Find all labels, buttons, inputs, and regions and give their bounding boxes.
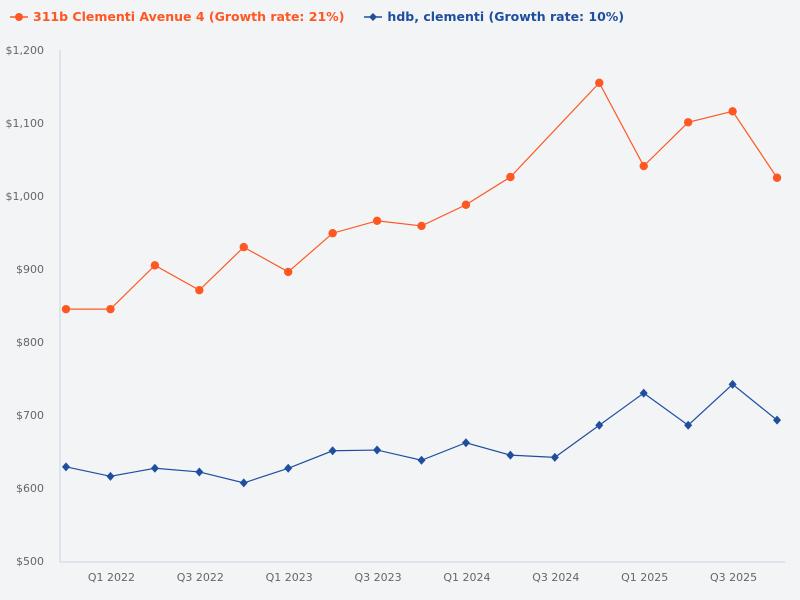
data-point — [150, 261, 160, 270]
x-tick-label: Q1 2025 — [621, 571, 668, 584]
data-point — [550, 452, 559, 462]
data-point — [728, 107, 737, 116]
data-point — [328, 229, 337, 238]
data-point — [106, 304, 115, 314]
data-point — [417, 455, 426, 465]
y-tick-label: $1,000 — [6, 190, 45, 203]
data-point — [772, 173, 782, 182]
data-point — [239, 242, 248, 252]
legend-label: 311b Clementi Avenue 4 (Growth rate: 21%… — [33, 9, 345, 24]
data-point — [639, 161, 648, 171]
data-point — [195, 285, 204, 295]
y-tick-label: $1,100 — [6, 117, 45, 130]
data-point — [239, 478, 248, 488]
data-point — [373, 445, 382, 455]
data-point — [284, 267, 293, 277]
x-tick-label: Q1 2022 — [88, 571, 135, 584]
data-point — [595, 420, 604, 430]
data-point — [417, 221, 426, 231]
y-tick-label: $600 — [16, 482, 44, 495]
data-point — [195, 467, 204, 477]
data-point — [106, 471, 115, 481]
data-point — [728, 379, 737, 389]
x-tick-label: Q3 2024 — [532, 571, 579, 584]
data-point — [61, 304, 71, 314]
diamond-marker-icon — [364, 12, 383, 21]
data-point — [150, 463, 159, 473]
legend-label: hdb, clementi (Growth rate: 10%) — [387, 9, 625, 24]
data-point — [62, 462, 70, 472]
legend-item-hdb[interactable]: hdb, clementi (Growth rate: 10%) — [364, 9, 624, 24]
y-tick-label: $1,200 — [6, 44, 45, 57]
y-tick-label: $900 — [16, 263, 44, 276]
x-tick-label: Q3 2022 — [177, 571, 224, 584]
legend: 311b Clementi Avenue 4 (Growth rate: 21%… — [10, 9, 624, 24]
x-tick-label: Q3 2023 — [355, 571, 402, 584]
data-point — [639, 388, 648, 398]
x-tick-label: Q1 2023 — [266, 571, 313, 584]
series-line-1 — [65, 383, 778, 484]
data-point — [461, 438, 470, 448]
data-point — [595, 78, 604, 88]
series-line-0 — [66, 81, 778, 310]
circle-marker-icon — [10, 12, 28, 21]
x-tick-label: Q1 2024 — [443, 571, 490, 584]
y-tick-label: $700 — [16, 409, 44, 422]
data-point — [372, 216, 382, 226]
data-point — [773, 415, 782, 425]
data-point — [328, 446, 337, 456]
y-tick-label: $800 — [16, 336, 44, 349]
data-point — [506, 172, 515, 182]
data-point — [683, 118, 693, 127]
data-point — [461, 200, 471, 209]
data-point — [506, 450, 515, 460]
y-tick-label: $500 — [16, 555, 44, 568]
legend-item-311b[interactable]: 311b Clementi Avenue 4 (Growth rate: 21%… — [10, 9, 344, 24]
x-tick-label: Q3 2025 — [710, 571, 757, 584]
data-point — [284, 463, 293, 473]
data-point — [684, 420, 693, 430]
